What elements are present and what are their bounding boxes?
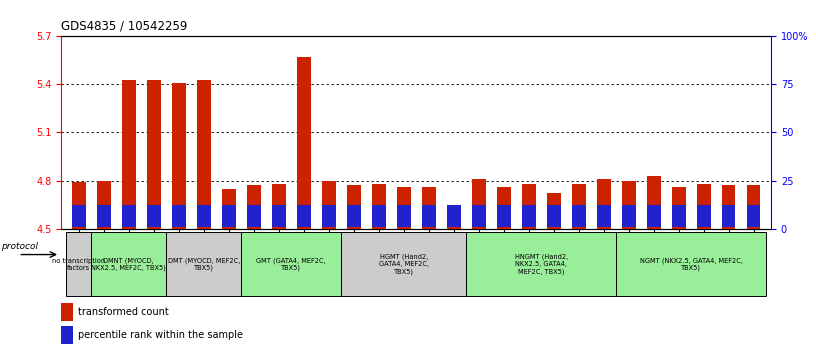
Bar <box>66 232 91 296</box>
Bar <box>422 187 436 229</box>
Bar <box>647 205 660 227</box>
Text: DMNT (MYOCD,
NKX2.5, MEF2C, TBX5): DMNT (MYOCD, NKX2.5, MEF2C, TBX5) <box>91 257 166 271</box>
Text: NGMT (NKX2.5, GATA4, MEF2C,
TBX5): NGMT (NKX2.5, GATA4, MEF2C, TBX5) <box>640 257 743 271</box>
Bar <box>72 205 86 227</box>
Bar <box>497 187 511 229</box>
Bar <box>521 184 535 229</box>
Bar <box>122 79 135 229</box>
Bar <box>272 205 286 227</box>
Bar <box>197 205 211 227</box>
Bar <box>747 205 761 227</box>
Bar <box>647 176 660 229</box>
Bar <box>721 205 735 227</box>
Text: GMT (GATA4, MEF2C,
TBX5): GMT (GATA4, MEF2C, TBX5) <box>256 257 326 271</box>
Bar <box>472 205 486 227</box>
Bar <box>172 83 185 229</box>
Bar <box>322 181 335 229</box>
Bar <box>242 232 341 296</box>
Bar <box>297 205 311 227</box>
Bar <box>472 179 486 229</box>
Bar <box>521 205 535 227</box>
Bar <box>596 205 610 227</box>
Bar <box>172 205 185 227</box>
Bar <box>97 205 111 227</box>
Text: no transcription
factors: no transcription factors <box>52 258 105 270</box>
Bar <box>347 185 361 229</box>
Bar <box>72 182 86 229</box>
Bar <box>622 205 636 227</box>
Text: percentile rank within the sample: percentile rank within the sample <box>78 330 243 340</box>
Bar <box>697 205 711 227</box>
Bar <box>347 205 361 227</box>
Bar <box>91 232 166 296</box>
Bar <box>466 232 616 296</box>
Bar <box>572 205 586 227</box>
Bar <box>372 205 385 227</box>
Bar <box>497 205 511 227</box>
Bar <box>747 185 761 229</box>
Bar <box>322 205 335 227</box>
Bar <box>97 181 111 229</box>
Bar <box>197 79 211 229</box>
Bar <box>547 205 561 227</box>
Bar <box>272 184 286 229</box>
Bar <box>147 205 161 227</box>
Bar <box>672 187 685 229</box>
Bar <box>622 181 636 229</box>
Bar <box>616 232 766 296</box>
Bar <box>397 187 410 229</box>
Text: protocol: protocol <box>2 242 38 251</box>
Bar <box>122 205 135 227</box>
Text: GDS4835 / 10542259: GDS4835 / 10542259 <box>61 20 188 33</box>
Bar <box>297 57 311 229</box>
Bar <box>222 189 236 229</box>
Bar <box>721 185 735 229</box>
Bar <box>61 326 73 344</box>
Bar <box>596 179 610 229</box>
Bar <box>61 303 73 321</box>
Text: HGMT (Hand2,
GATA4, MEF2C,
TBX5): HGMT (Hand2, GATA4, MEF2C, TBX5) <box>379 254 428 274</box>
Bar <box>222 205 236 227</box>
Bar <box>422 205 436 227</box>
Text: DMT (MYOCD, MEF2C,
TBX5): DMT (MYOCD, MEF2C, TBX5) <box>167 257 240 271</box>
Bar <box>246 205 260 227</box>
Bar <box>372 184 385 229</box>
Bar <box>572 184 586 229</box>
Bar <box>166 232 242 296</box>
Bar <box>397 205 410 227</box>
Bar <box>697 184 711 229</box>
Bar <box>672 205 685 227</box>
Bar <box>341 232 466 296</box>
Text: transformed count: transformed count <box>78 307 169 317</box>
Bar <box>147 79 161 229</box>
Bar <box>246 185 260 229</box>
Bar <box>447 205 460 227</box>
Bar <box>547 193 561 229</box>
Text: HNGMT (Hand2,
NKX2.5, GATA4,
MEF2C, TBX5): HNGMT (Hand2, NKX2.5, GATA4, MEF2C, TBX5… <box>515 254 568 274</box>
Bar <box>447 206 460 229</box>
